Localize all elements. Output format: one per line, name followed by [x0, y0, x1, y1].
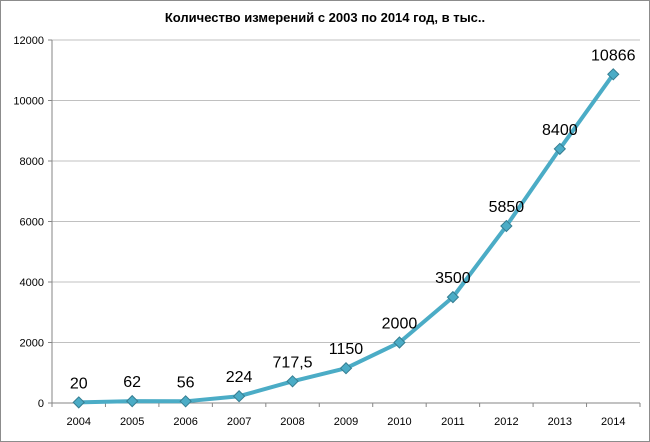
data-point-marker [553, 142, 567, 156]
x-tick-label: 2014 [601, 416, 625, 428]
data-point-marker [446, 290, 460, 304]
data-label: 1150 [329, 341, 364, 358]
y-tick-label: 6000 [20, 217, 44, 229]
y-tick-label: 12000 [13, 35, 44, 47]
data-label: 8400 [542, 122, 578, 139]
y-tick-labels: 0 2000 4000 6000 8000 10000 12000 [13, 35, 44, 410]
x-tick-labels: 2004 2005 2006 2007 2008 2009 2010 2011 2012 2013… [66, 416, 625, 428]
x-tick-label: 2006 [173, 416, 197, 428]
data-point-marker [500, 219, 513, 233]
x-tick-label: 2011 [441, 416, 465, 428]
data-label: 717,5 [273, 354, 313, 371]
grid-lines [52, 39, 640, 343]
data-label: 5850 [489, 199, 525, 216]
x-tick-label: 2008 [280, 416, 304, 428]
x-tick-label: 2005 [120, 416, 144, 428]
data-label: 224 [226, 369, 253, 386]
data-label: 62 [123, 374, 141, 391]
x-tick-label: 2007 [227, 416, 251, 428]
y-tick-label: 0 [38, 398, 44, 410]
x-tick-label: 2012 [494, 416, 518, 428]
data-label: 56 [177, 374, 195, 391]
chart-title: Количество измерений с 2003 по 2014 год,… [164, 10, 486, 25]
data-point-marker [607, 68, 620, 81]
data-labels: 20 62 56 224 717,5 1150 2000 3500 5850 8400 10866 [70, 47, 636, 392]
y-tick-label: 8000 [20, 156, 44, 168]
y-tick-label: 2000 [20, 338, 44, 350]
data-point-marker [286, 375, 299, 388]
x-tick-label: 2004 [66, 416, 90, 428]
data-point-marker [125, 394, 139, 408]
x-tick-label: 2009 [334, 416, 358, 428]
data-label: 10866 [591, 47, 636, 64]
y-tick-label: 4000 [20, 277, 44, 289]
series-markers [72, 68, 620, 409]
data-label: 3500 [435, 270, 471, 287]
data-label: 2000 [382, 316, 418, 333]
data-label: 20 [70, 375, 88, 392]
data-point-marker [72, 396, 85, 409]
y-tick-label: 10000 [13, 96, 44, 108]
data-point-marker [179, 395, 192, 408]
data-point-marker [339, 362, 353, 375]
x-tick-label: 2010 [387, 416, 411, 428]
data-point-marker [232, 390, 246, 403]
data-point-marker [393, 336, 406, 349]
x-tick-label: 2013 [548, 416, 572, 428]
